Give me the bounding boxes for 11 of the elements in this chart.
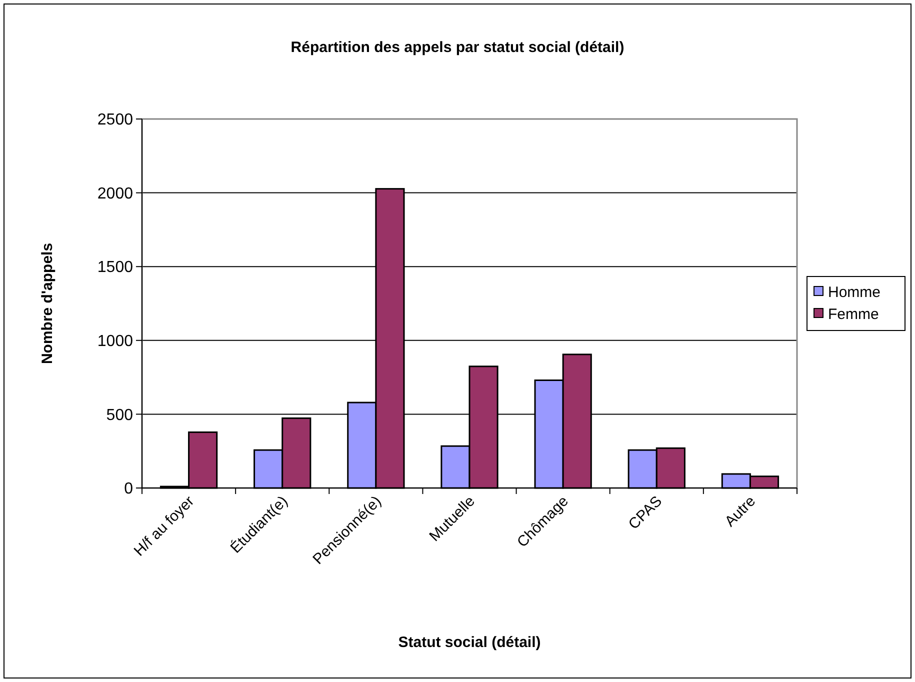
y-axis-title: Nombre d'appels — [39, 242, 56, 364]
y-tick-label: 1000 — [97, 333, 134, 350]
legend-label: Homme — [828, 284, 881, 301]
y-tick-label: 500 — [106, 406, 134, 424]
chart-title: Répartition des appels par statut social (détail) — [290, 39, 624, 56]
y-tick-label: 2500 — [97, 112, 134, 129]
y-tick-label: 2000 — [97, 185, 134, 202]
x-axis-title: Statut social (détail) — [398, 634, 541, 651]
y-tick-label: 1500 — [97, 259, 134, 276]
legend-label: Femme — [828, 306, 879, 323]
y-tick-label: 0 — [124, 480, 134, 498]
